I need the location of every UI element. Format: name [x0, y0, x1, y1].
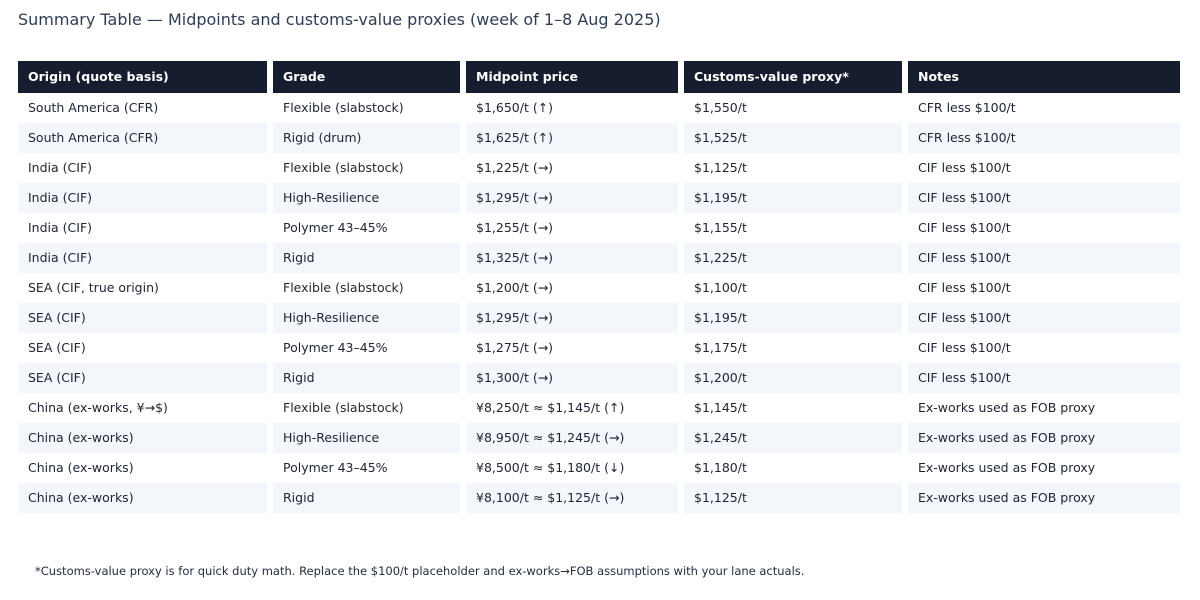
customs-proxy-cell: $1,125/t	[678, 153, 905, 183]
origin-cell: South America (CFR)	[28, 100, 159, 115]
midpoint-price-cell: ¥8,500/t ≈ $1,180/t (↓)	[460, 453, 681, 483]
customs-proxy-cell: $1,100/t	[678, 273, 905, 303]
table-row: India (CIF) Polymer 43–45% $1,255/t (→) …	[18, 213, 1180, 243]
customs-proxy-cell: $1,200/t	[678, 363, 905, 393]
table-row: China (ex-works) Rigid ¥8,100/t ≈ $1,125…	[18, 483, 1180, 513]
midpoint-price-cell: $1,300/t (→)	[460, 363, 681, 393]
midpoint-price-cell: $1,625/t (↑)	[460, 123, 681, 153]
table-row: India (CIF) Rigid $1,325/t (→) $1,225/t …	[18, 243, 1180, 273]
table-row: India (CIF) Flexible (slabstock) $1,225/…	[18, 153, 1180, 183]
midpoint-price-cell: ¥8,950/t ≈ $1,245/t (→)	[460, 423, 681, 453]
grade-cell: Flexible (slabstock)	[267, 93, 463, 123]
origin-cell: India (CIF)	[28, 220, 93, 235]
customs-proxy-cell: $1,125/t	[678, 483, 905, 513]
column-header-notes: Notes	[902, 61, 1180, 93]
notes-cell: CIF less $100/t	[902, 363, 1180, 393]
customs-proxy-cell: $1,225/t	[678, 243, 905, 273]
midpoint-price-cell: $1,295/t (→)	[460, 303, 681, 333]
table-row: South America (CFR) Flexible (slabstock)…	[18, 93, 1180, 123]
column-header-customs-value-proxy: Customs-value proxy*	[678, 61, 905, 93]
notes-cell: Ex-works used as FOB proxy	[902, 423, 1180, 453]
page-title: Summary Table — Midpoints and customs-va…	[18, 10, 661, 29]
origin-cell: China (ex-works)	[18, 483, 270, 513]
column-header-grade: Grade	[267, 61, 463, 93]
origin-cell: China (ex-works)	[18, 423, 270, 453]
notes-cell: CFR less $100/t	[902, 123, 1180, 153]
midpoint-price-cell: $1,275/t (→)	[460, 333, 681, 363]
notes-cell: Ex-works used as FOB proxy	[902, 393, 1180, 423]
notes-cell: CIF less $100/t	[902, 243, 1180, 273]
customs-proxy-cell: $1,180/t	[678, 453, 905, 483]
midpoint-price-cell: ¥8,100/t ≈ $1,125/t (→)	[460, 483, 681, 513]
customs-proxy-cell: $1,195/t	[678, 183, 905, 213]
customs-proxy-cell: $1,175/t	[678, 333, 905, 363]
midpoint-price-cell: $1,325/t (→)	[460, 243, 681, 273]
grade-cell: Rigid (drum)	[267, 123, 463, 153]
table-row: China (ex-works, ¥→$) Flexible (slabstoc…	[18, 393, 1180, 423]
customs-proxy-cell: $1,195/t	[678, 303, 905, 333]
grade-cell: High-Resilience	[267, 183, 463, 213]
notes-cell: CIF less $100/t	[902, 333, 1180, 363]
midpoint-price-cell: $1,650/t (↑)	[460, 93, 681, 123]
origin-cell: India (CIF)	[28, 160, 93, 175]
origin-cell: SEA (CIF)	[28, 340, 86, 355]
origin-cell: China (ex-works)	[28, 460, 134, 475]
origin-cell: SEA (CIF)	[18, 303, 270, 333]
grade-cell: Flexible (slabstock)	[267, 393, 463, 423]
customs-proxy-cell: $1,155/t	[678, 213, 905, 243]
table-row: SEA (CIF) High-Resilience $1,295/t (→) $…	[18, 303, 1180, 333]
notes-cell: CIF less $100/t	[902, 213, 1180, 243]
table-row: India (CIF) High-Resilience $1,295/t (→)…	[18, 183, 1180, 213]
origin-cell: India (CIF)	[18, 183, 270, 213]
table-row: SEA (CIF, true origin) Flexible (slabsto…	[18, 273, 1180, 303]
notes-cell: CFR less $100/t	[902, 93, 1180, 123]
customs-proxy-cell: $1,145/t	[678, 393, 905, 423]
notes-cell: Ex-works used as FOB proxy	[902, 453, 1180, 483]
table-row: China (ex-works) Polymer 43–45% ¥8,500/t…	[18, 453, 1180, 483]
customs-proxy-cell: $1,550/t	[678, 93, 905, 123]
grade-cell: High-Resilience	[267, 423, 463, 453]
midpoint-price-cell: ¥8,250/t ≈ $1,145/t (↑)	[460, 393, 681, 423]
notes-cell: CIF less $100/t	[902, 303, 1180, 333]
grade-cell: Flexible (slabstock)	[267, 153, 463, 183]
notes-cell: Ex-works used as FOB proxy	[902, 483, 1180, 513]
customs-proxy-cell: $1,525/t	[678, 123, 905, 153]
grade-cell: High-Resilience	[267, 303, 463, 333]
notes-cell: CIF less $100/t	[902, 153, 1180, 183]
column-header-origin: Origin (quote basis)	[18, 61, 270, 93]
origin-cell: China (ex-works, ¥→$)	[28, 400, 168, 415]
midpoint-price-cell: $1,225/t (→)	[460, 153, 681, 183]
notes-cell: CIF less $100/t	[902, 183, 1180, 213]
table-row: South America (CFR) Rigid (drum) $1,625/…	[18, 123, 1180, 153]
midpoint-price-cell: $1,255/t (→)	[460, 213, 681, 243]
grade-cell: Rigid	[267, 243, 463, 273]
origin-cell: SEA (CIF, true origin)	[28, 280, 159, 295]
grade-cell: Polymer 43–45%	[267, 453, 463, 483]
summary-table: Origin (quote basis) Grade Midpoint pric…	[18, 61, 1180, 513]
grade-cell: Flexible (slabstock)	[267, 273, 463, 303]
grade-cell: Rigid	[267, 483, 463, 513]
table-row: SEA (CIF) Rigid $1,300/t (→) $1,200/t CI…	[18, 363, 1180, 393]
table-row: China (ex-works) High-Resilience ¥8,950/…	[18, 423, 1180, 453]
customs-proxy-cell: $1,245/t	[678, 423, 905, 453]
origin-cell: South America (CFR)	[18, 123, 270, 153]
table-header-row: Origin (quote basis) Grade Midpoint pric…	[18, 61, 1180, 93]
notes-cell: CIF less $100/t	[902, 273, 1180, 303]
grade-cell: Rigid	[267, 363, 463, 393]
table-row: SEA (CIF) Polymer 43–45% $1,275/t (→) $1…	[18, 333, 1180, 363]
origin-cell: SEA (CIF)	[18, 363, 270, 393]
midpoint-price-cell: $1,200/t (→)	[460, 273, 681, 303]
grade-cell: Polymer 43–45%	[267, 333, 463, 363]
origin-cell: India (CIF)	[18, 243, 270, 273]
midpoint-price-cell: $1,295/t (→)	[460, 183, 681, 213]
grade-cell: Polymer 43–45%	[267, 213, 463, 243]
column-header-midpoint-price: Midpoint price	[460, 61, 681, 93]
footnote: *Customs-value proxy is for quick duty m…	[35, 564, 805, 578]
